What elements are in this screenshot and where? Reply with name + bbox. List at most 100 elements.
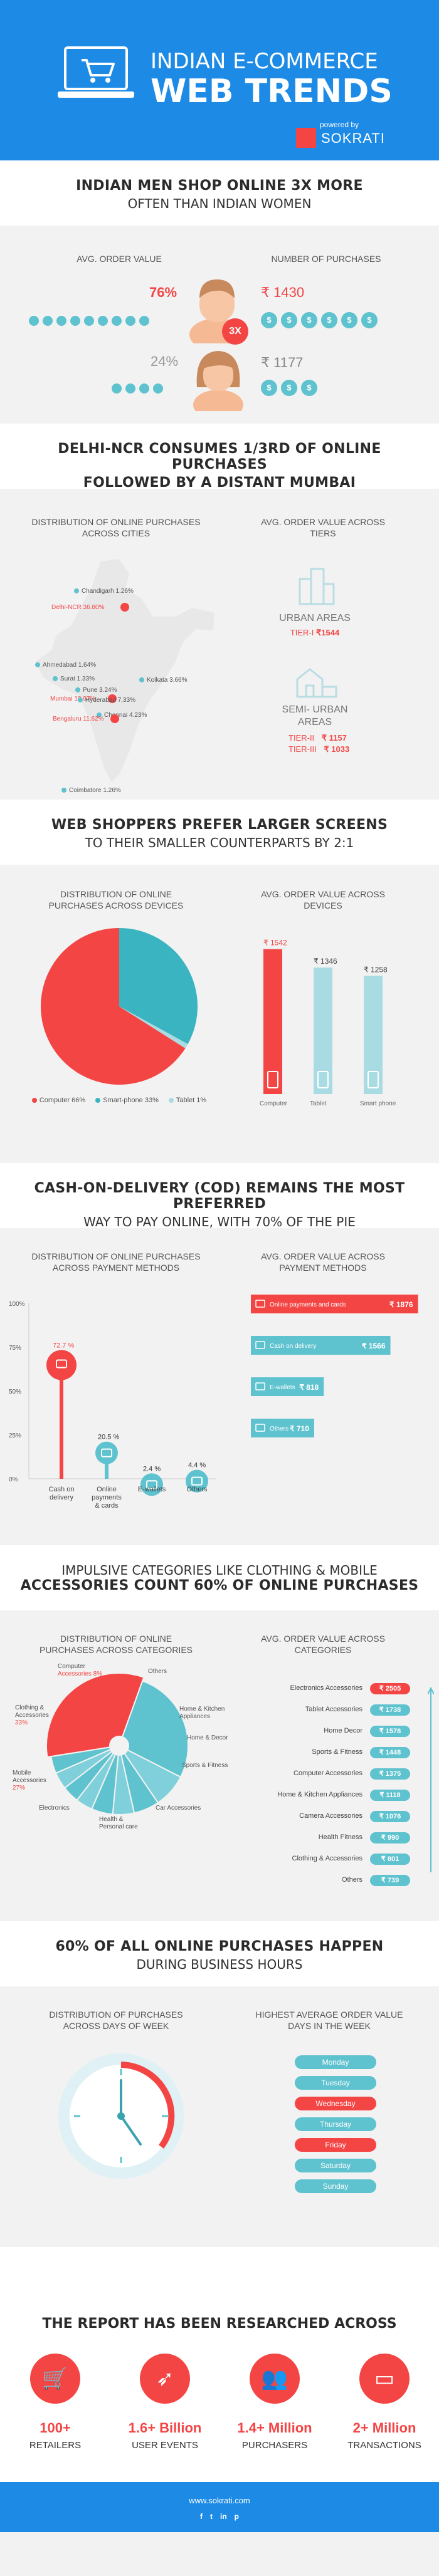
rupee-coin-icon: $ — [281, 312, 297, 328]
payment-icon — [101, 1448, 112, 1457]
city-dot — [120, 603, 129, 612]
category-pie-label: Car Accessories — [156, 1805, 201, 1812]
social-f-icon[interactable]: f — [199, 2512, 203, 2521]
lollipop-head — [46, 1350, 77, 1380]
city-label: Hyderabad 7.33% — [85, 697, 136, 704]
category-label: Sports & Fitness — [312, 1748, 362, 1756]
y-tick: 100% — [9, 1301, 25, 1308]
sokrati-logo-icon — [296, 128, 316, 148]
category-value-pill: ₹ 1076 — [370, 1811, 410, 1822]
payment-icon — [255, 1341, 265, 1349]
y-tick: 50% — [9, 1389, 21, 1395]
women-coins: $ $ $ — [261, 380, 321, 396]
header-title-line2: WEB TRENDS — [151, 73, 393, 110]
day-pill: Thursday — [295, 2117, 376, 2131]
device-value: ₹ 1346 — [314, 957, 337, 966]
tier3-value: ₹ 1033 — [324, 744, 350, 754]
tier3-row: TIER-III ₹ 1033 — [288, 744, 349, 754]
category-value-pill: ₹ 2505 — [370, 1683, 410, 1694]
title-line1: DELHI-NCR CONSUMES 1/3rd OF ONLINE PURCH… — [58, 441, 381, 472]
device-icon — [267, 1071, 278, 1088]
lollipop-label: Cash on — [49, 1486, 75, 1493]
col-title-payments: DISTRIBUTION OF ONLINE PURCHASES ACROSS … — [31, 1251, 201, 1273]
stat-number: 2+ Million — [352, 2420, 416, 2436]
col-title-category-aov: AVG. ORDER VALUE ACROSS CATEGORIES — [261, 1634, 385, 1655]
semi-label-2: AREAS — [297, 717, 332, 727]
stat-number: 1.4+ Million — [237, 2420, 312, 2436]
legend-swatch — [168, 1098, 174, 1103]
share-dot — [125, 316, 135, 326]
title-line1: WEB SHOPPERS PREFER LARGER SCREENS — [51, 817, 388, 833]
legend-label: Computer 66% — [39, 1097, 86, 1104]
city-marker: Pune 3.24% — [75, 687, 117, 694]
category-label: Home Decor — [324, 1727, 362, 1734]
share-dot — [43, 316, 53, 326]
tier2-row: TIER-II ₹ 1157 — [288, 733, 347, 743]
payment-value: ₹ 818 — [299, 1383, 319, 1392]
social-t-icon[interactable]: t — [209, 2512, 213, 2521]
category-pie-label: Personal care — [99, 1823, 138, 1830]
category-value-pill: ₹ 1375 — [370, 1768, 410, 1780]
powered-by: powered by — [320, 120, 359, 129]
share-dot — [98, 316, 108, 326]
stat-number: 100+ — [40, 2420, 71, 2436]
city-label: Bengaluru 11.62% — [53, 716, 104, 722]
category-pie-label: Accessories 8% — [58, 1671, 103, 1677]
device-bar — [364, 976, 383, 1094]
pie-slice — [41, 928, 186, 1085]
city-marker: Coimbatore 1.26% — [61, 787, 121, 794]
city-dot — [108, 694, 117, 703]
india-map-icon — [35, 559, 214, 782]
tier2-label: TIER-II — [288, 733, 315, 743]
city-label: Pune 3.24% — [83, 687, 117, 694]
section-devices: WEB SHOPPERS PREFER LARGER SCREENS TO TH… — [0, 800, 439, 1163]
category-value-pill: ₹ 1578 — [370, 1726, 410, 1737]
category-pie-label: Computer — [58, 1663, 85, 1670]
section-cities: DELHI-NCR CONSUMES 1/3rd OF ONLINE PURCH… — [0, 424, 439, 800]
col-title-order-value: AVG. ORDER VALUE — [77, 254, 162, 264]
device-pie-chart — [41, 928, 198, 1085]
category-pie-chart — [46, 1672, 189, 1815]
day-pill: Friday — [295, 2138, 376, 2152]
footer-url[interactable]: www.sokrati.com — [189, 2496, 250, 2505]
legend-swatch — [31, 1098, 37, 1103]
col-title-high-days: HIGHEST AVERAGE ORDER VALUE DAYS IN THE … — [255, 2010, 403, 2031]
category-value-pill: ₹ 1738 — [370, 1704, 410, 1716]
day-pill: Tuesday — [295, 2076, 376, 2090]
share-dot — [139, 383, 149, 394]
col-title-payment-aov: AVG. ORDER VALUE ACROSS PAYMENT METHODS — [261, 1251, 385, 1273]
category-label: Camera Accessories — [299, 1812, 362, 1820]
category-pie-label: Others — [148, 1668, 167, 1675]
rupee-coin-icon: $ — [261, 312, 277, 328]
payment-icon — [255, 1382, 265, 1390]
city-dot — [53, 676, 58, 681]
category-label: Electronics Accessories — [290, 1684, 362, 1692]
social-p-icon[interactable]: p — [234, 2512, 239, 2521]
payment-bar — [251, 1336, 391, 1355]
title-line2: FOLLOWED BY A DISTANT MUMBAI — [83, 475, 356, 491]
lollipop-head — [186, 1469, 208, 1493]
section-days: 60% OF ALL ONLINE PURCHASES HAPPEN DURIN… — [0, 1921, 439, 2247]
device-label: Tablet — [310, 1100, 327, 1107]
section-payments: CASH-ON-DELIVERY (COD) REMAINS THE MOST … — [0, 1163, 439, 1545]
share-dot — [112, 316, 122, 326]
col-title-cities: DISTRIBUTION OF ONLINE PURCHASES ACROSS … — [31, 517, 201, 538]
header: INDIAN E-COMMERCE WEB TRENDS powered by … — [0, 0, 439, 160]
tier3-label: TIER-III — [288, 744, 317, 754]
device-label: Smart phone — [360, 1100, 396, 1107]
title-line1: IMPULSIVE CATEGORIES LIKE CLOTHING & MOB… — [61, 1563, 378, 1578]
city-marker: Hyderabad 7.33% — [78, 697, 136, 704]
col-title-days: DISTRIBUTION OF PURCHASES ACROSS DAYS OF… — [49, 2010, 183, 2031]
men-3x-badge: 3X — [222, 318, 248, 345]
legend-label: Smart-phone 33% — [103, 1097, 159, 1104]
lollipop-label: E-wallets — [138, 1486, 166, 1493]
header-title-line1: INDIAN E-COMMERCE — [151, 49, 378, 74]
city-label: Ahmedabad 1.64% — [43, 662, 97, 669]
rupee-coin-icon: $ — [321, 312, 337, 328]
category-pie-label: Home & Decor — [187, 1734, 228, 1741]
social-in-icon[interactable]: in — [220, 2512, 227, 2521]
city-marker: Ahmedabad 1.64% — [35, 662, 97, 669]
men-pct: 76% — [149, 284, 177, 300]
city-dot — [74, 588, 79, 593]
title-line2: WAY TO PAY ONLINE, WITH 70% OF THE PIE — [83, 1214, 356, 1229]
